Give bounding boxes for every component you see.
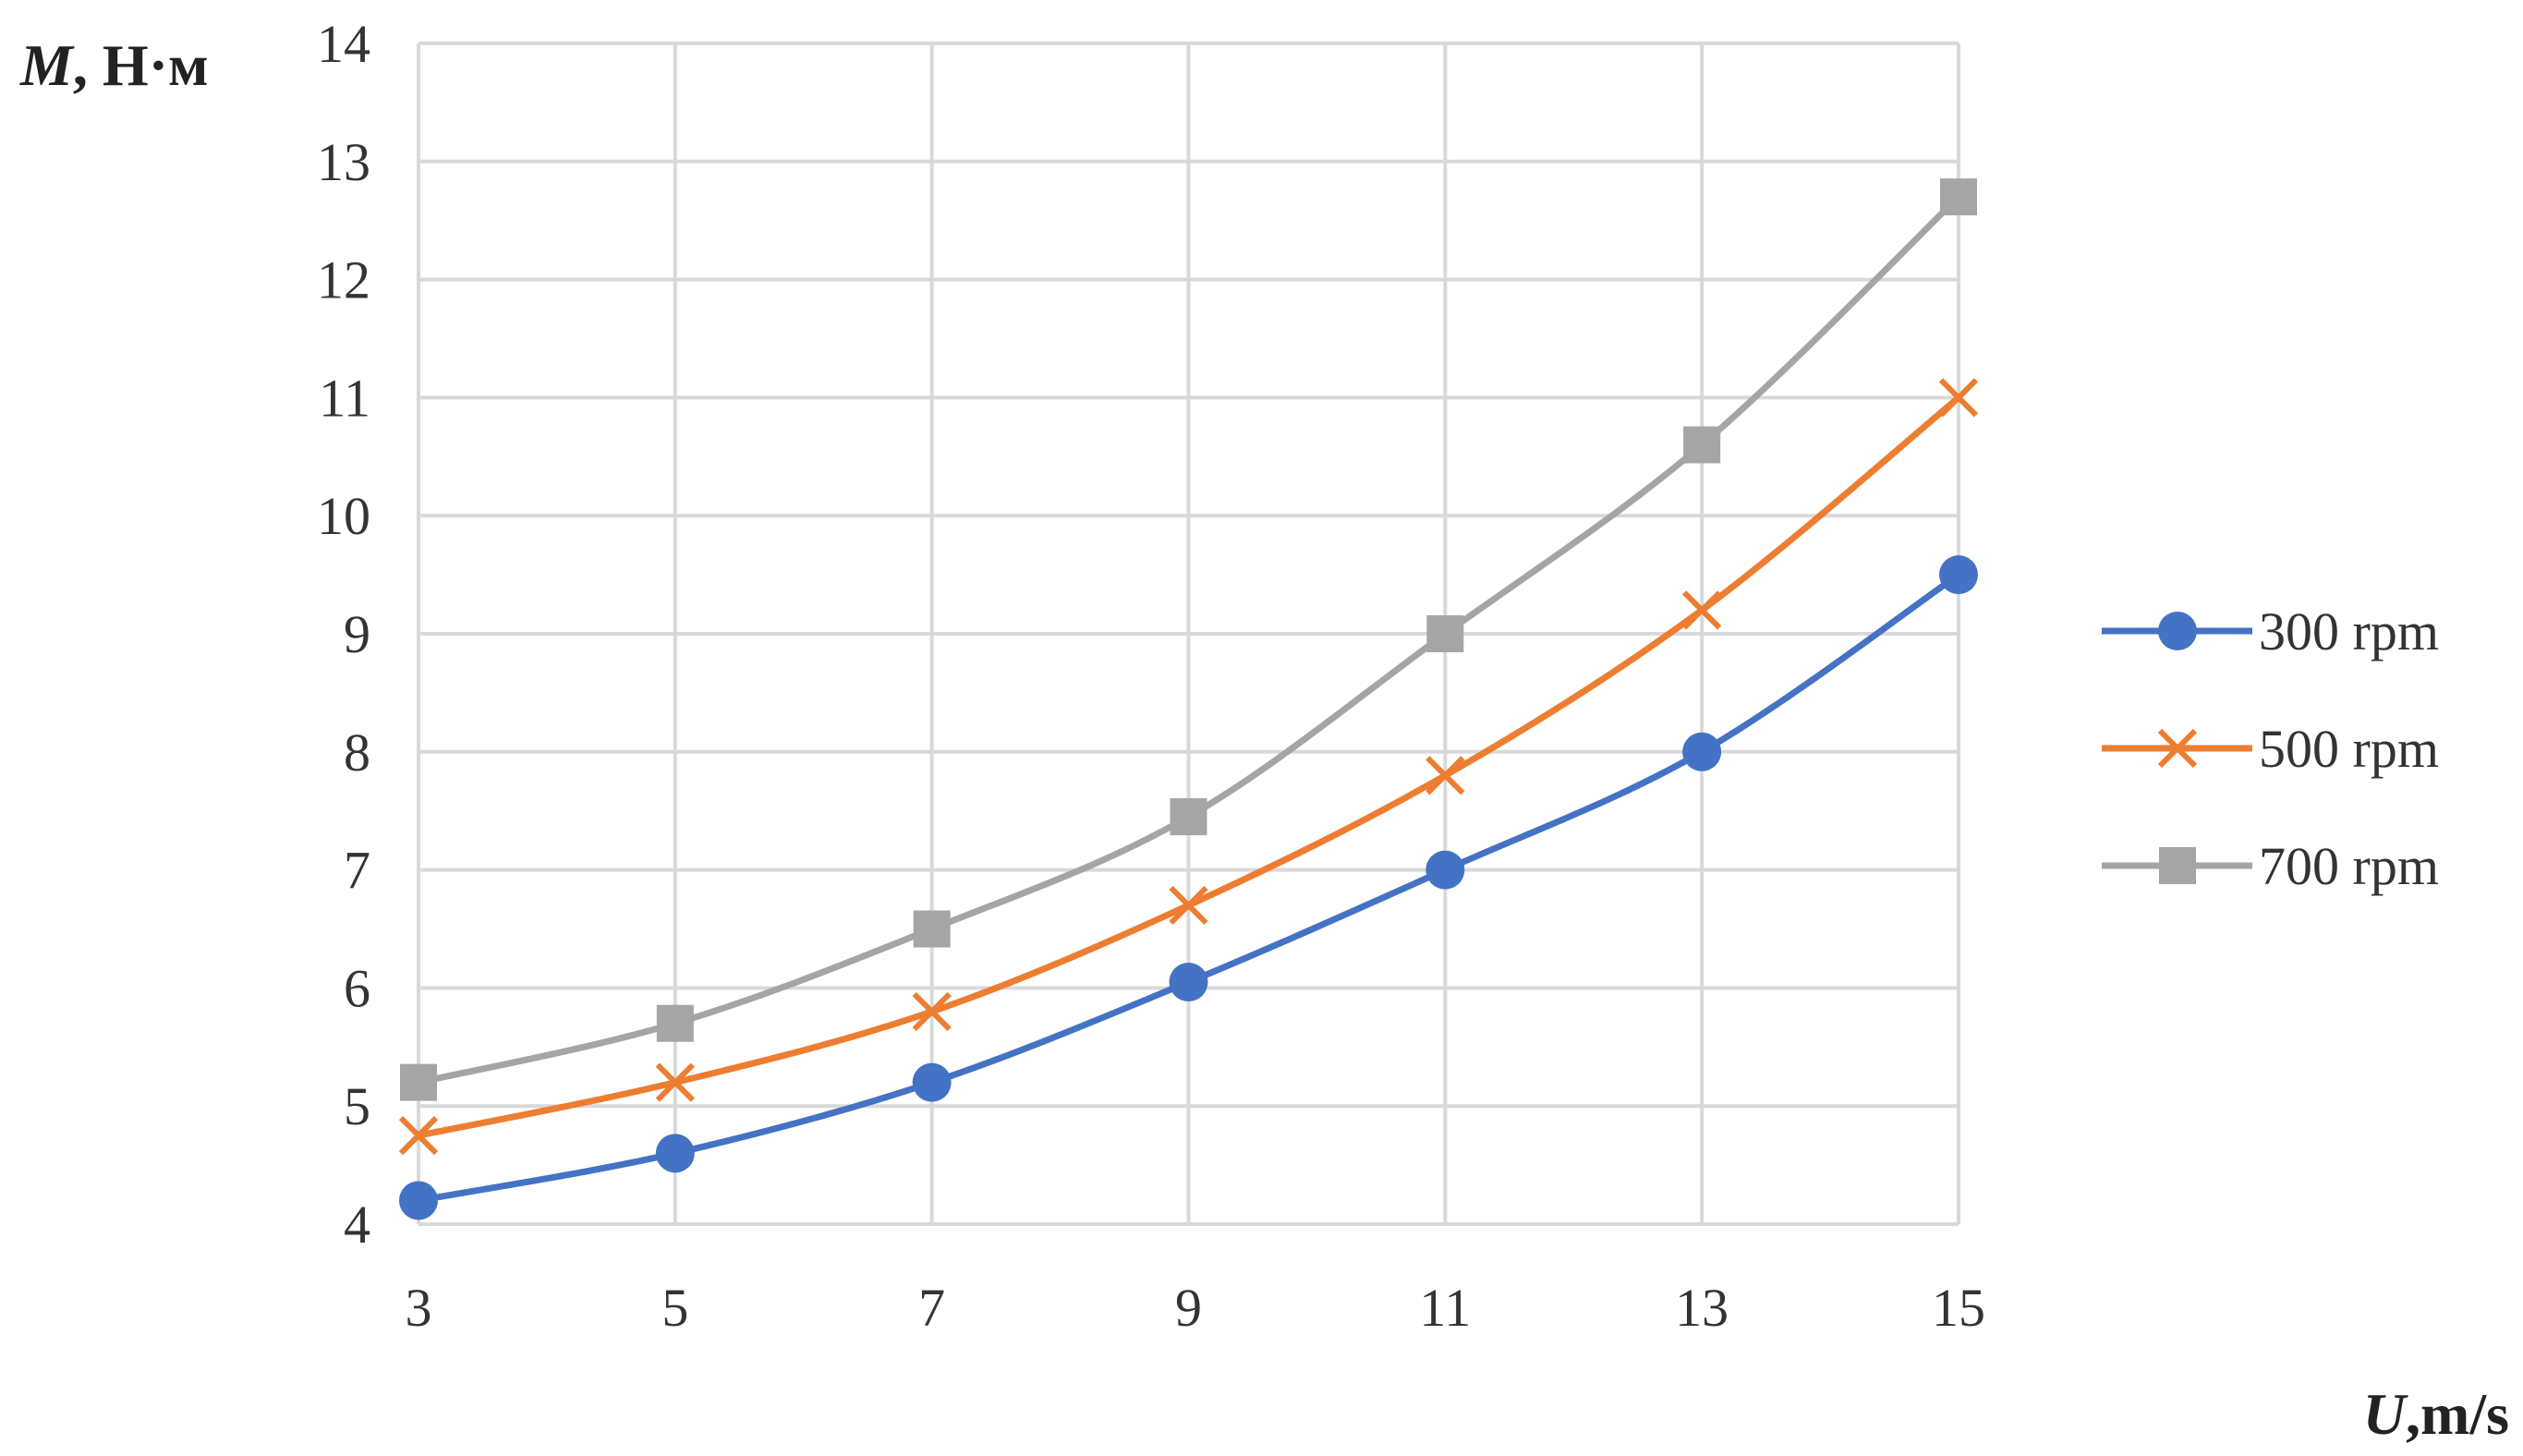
x-tick-label: 7 (918, 1278, 945, 1338)
y-axis-variable: M (19, 32, 75, 98)
y-tick-label: 14 (317, 14, 370, 74)
legend-marker (2158, 612, 2197, 650)
data-point (656, 1004, 694, 1042)
legend: 300 rpm 500 rpm 700 rpm (2102, 601, 2439, 896)
y-tick-label: 5 (344, 1076, 370, 1136)
series-500-rpm (398, 378, 1979, 1156)
y-tick-label: 7 (344, 841, 370, 901)
data-point (1682, 590, 1722, 630)
x-tick-label: 11 (1419, 1278, 1471, 1338)
data-point (398, 1116, 439, 1156)
legend-label: 500 rpm (2259, 719, 2439, 779)
y-tick-label: 10 (317, 486, 370, 546)
x-tick-label: 5 (661, 1278, 688, 1338)
data-point (1169, 885, 1208, 926)
data-point (912, 1062, 952, 1102)
data-point (1425, 756, 1465, 795)
data-point (1170, 798, 1207, 836)
x-tick-label: 15 (1932, 1278, 1985, 1338)
data-point (1426, 615, 1464, 652)
legend-label: 300 rpm (2259, 601, 2439, 661)
y-axis-ticks: 4 5 6 7 8 9 10 11 12 13 14 (317, 14, 370, 1255)
x-axis-ticks: 3 5 7 9 11 13 15 (406, 1278, 1986, 1338)
data-point (1938, 378, 1979, 418)
series-300-rpm (399, 555, 1978, 1220)
data-point (655, 1062, 695, 1102)
legend-label: 700 rpm (2259, 836, 2439, 896)
y-axis-unit: , Н·м (73, 32, 209, 98)
x-tick-label: 9 (1175, 1278, 1202, 1338)
legend-item-500-rpm: 500 rpm (2102, 719, 2439, 779)
grid (417, 42, 1960, 1226)
y-tick-label: 11 (319, 368, 370, 428)
data-point (1683, 426, 1721, 464)
x-axis-label: U,m/s (2363, 1381, 2509, 1447)
x-tick-label: 13 (1675, 1278, 1728, 1338)
legend-marker (2157, 728, 2198, 769)
data-point (399, 1181, 438, 1220)
y-axis-label: M, Н·м (19, 32, 209, 98)
data-point (1940, 178, 1977, 216)
legend-item-300-rpm: 300 rpm (2102, 601, 2439, 661)
data-point (1169, 963, 1208, 1002)
data-point (913, 910, 951, 948)
y-tick-label: 6 (344, 958, 370, 1018)
series-group (398, 178, 1979, 1220)
data-point (912, 991, 952, 1032)
data-point (400, 1063, 437, 1101)
y-tick-label: 12 (317, 250, 370, 310)
data-point (655, 1134, 695, 1173)
series-700-rpm (400, 178, 1977, 1101)
y-tick-label: 8 (344, 722, 370, 783)
y-tick-label: 13 (317, 132, 370, 192)
data-point (1682, 732, 1722, 771)
y-tick-label: 9 (344, 604, 370, 664)
x-axis-variable: U (2363, 1381, 2408, 1447)
y-tick-label: 4 (344, 1195, 370, 1255)
x-tick-label: 3 (406, 1278, 432, 1338)
legend-item-700-rpm: 700 rpm (2102, 836, 2439, 896)
legend-marker (2159, 847, 2196, 884)
data-point (1425, 850, 1465, 890)
data-point (1939, 555, 1978, 595)
x-axis-unit: ,m/s (2406, 1381, 2509, 1447)
